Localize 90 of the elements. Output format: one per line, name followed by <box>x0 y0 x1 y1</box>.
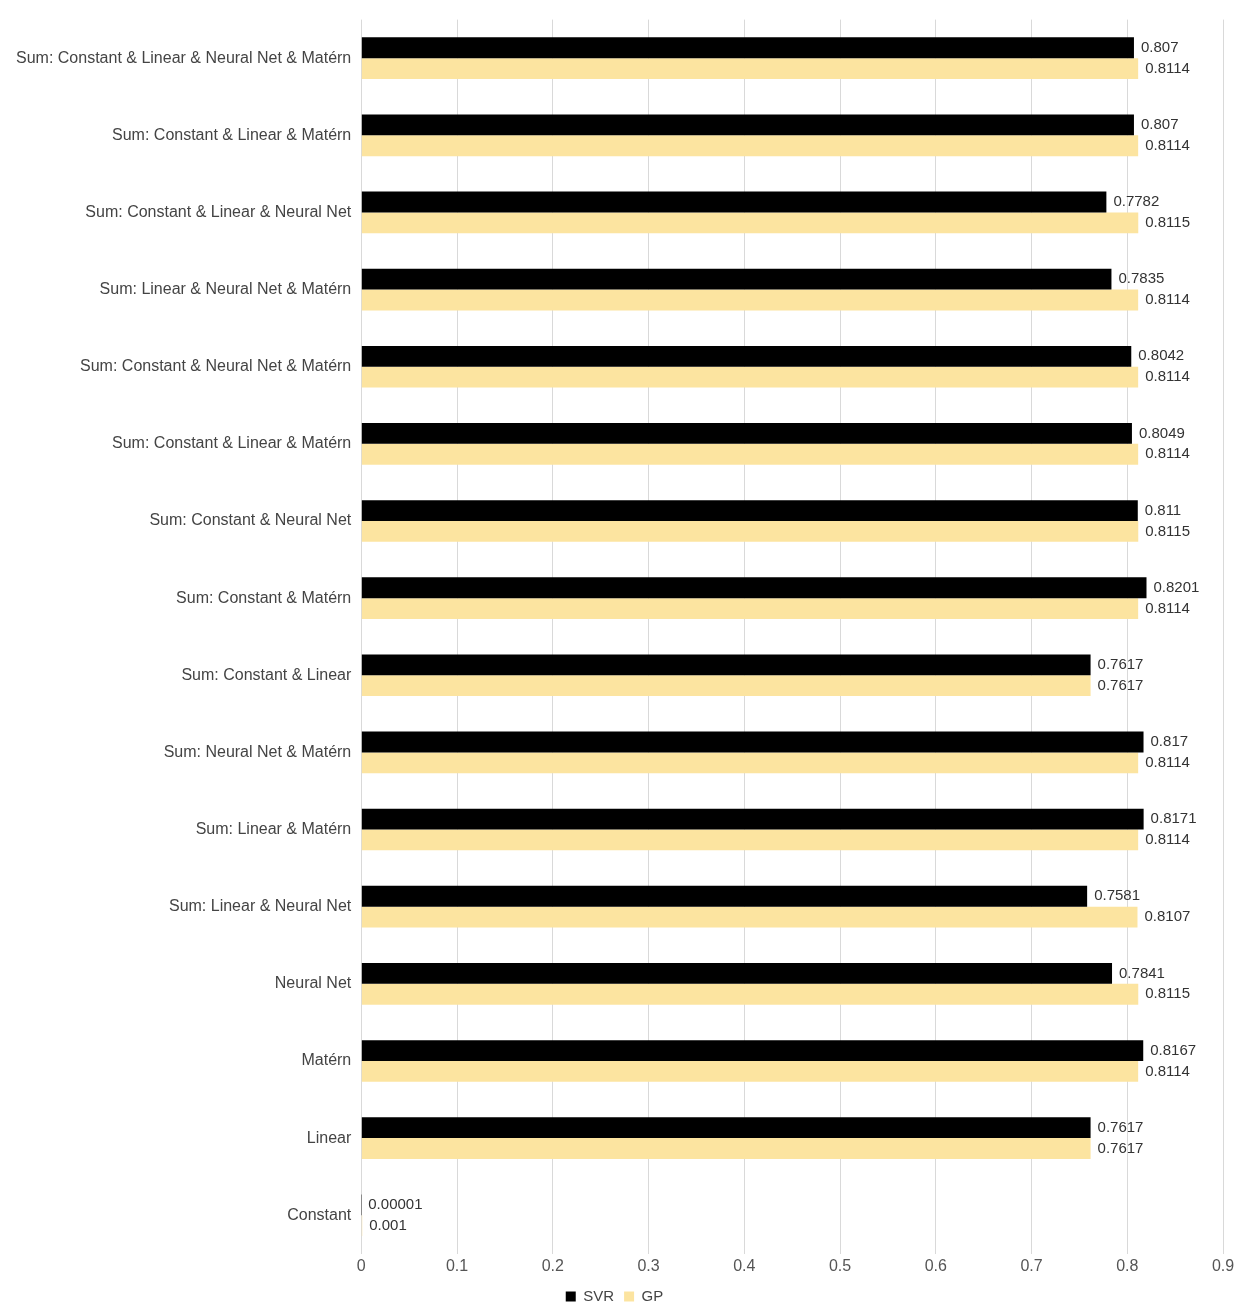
data-label: 0.7617 <box>1097 655 1144 672</box>
bar <box>361 37 1134 59</box>
data-label: 0.8114 <box>1145 752 1190 770</box>
data-label: 0.8115 <box>1145 521 1191 539</box>
y-tick-label: Sum: Linear & Neural Net <box>168 897 352 915</box>
bar <box>361 520 1139 542</box>
data-label: 0.7841 <box>1119 963 1165 981</box>
bar <box>361 1117 1091 1139</box>
x-tick-label: 0.2 <box>541 1256 564 1274</box>
x-tick-label: 0.3 <box>637 1256 660 1274</box>
bar <box>361 289 1139 311</box>
y-tick-label: Sum: Linear & Matérn <box>195 819 352 837</box>
x-tick-label: 0.8 <box>1116 1256 1139 1274</box>
y-tick-label: Matérn <box>301 1051 352 1069</box>
bar <box>361 808 1144 830</box>
data-label: 0.8167 <box>1150 1040 1197 1058</box>
data-label: 0.8114 <box>1145 367 1190 385</box>
data-label: 0.8114 <box>1145 830 1190 848</box>
data-label: 0.7782 <box>1113 192 1160 210</box>
y-tick-label: Sum: Constant & Neural Net & Matérn <box>80 357 352 375</box>
bar <box>361 983 1139 1005</box>
data-label: 0.7581 <box>1094 886 1141 904</box>
x-tick-label: 0.7 <box>1020 1256 1043 1274</box>
data-label: 0.8115 <box>1145 984 1191 1002</box>
bar <box>361 1138 1091 1159</box>
data-label: 0.8114 <box>1145 135 1190 153</box>
y-tick-label: Linear <box>306 1128 352 1146</box>
bar <box>361 1060 1139 1082</box>
legend-label: SVR <box>583 1286 615 1304</box>
y-tick-label: Neural Net <box>274 974 352 992</box>
y-tick-label: Sum: Constant & Linear & Matérn <box>112 125 352 143</box>
data-label: 0.807 <box>1140 115 1179 133</box>
data-label: 0.8201 <box>1153 577 1200 595</box>
data-label: 0.8114 <box>1145 290 1190 308</box>
x-tick-label: 0 <box>356 1256 366 1274</box>
data-label: 0.8114 <box>1145 444 1190 462</box>
bar <box>361 135 1139 157</box>
data-label: 0.7835 <box>1118 269 1165 287</box>
bar <box>361 654 1091 676</box>
bar <box>361 500 1138 521</box>
bar <box>361 906 1138 928</box>
x-tick-label: 0.5 <box>828 1256 852 1274</box>
data-label: 0.8171 <box>1150 809 1197 827</box>
y-tick-label: Sum: Constant & Neural Net <box>149 511 352 529</box>
data-label: 0.7617 <box>1097 1138 1144 1156</box>
bar <box>361 423 1132 444</box>
y-tick-label: Sum: Neural Net & Matérn <box>163 742 352 760</box>
y-tick-label: Sum: Constant & Linear & Neural Net & Matérn <box>16 48 352 66</box>
data-label: 0.811 <box>1144 500 1182 518</box>
data-label: 0.8114 <box>1145 598 1190 616</box>
bar <box>361 345 1132 367</box>
data-label: 0.8115 <box>1145 213 1191 230</box>
bar <box>361 191 1107 213</box>
x-tick-label: 0.1 <box>445 1256 469 1274</box>
bar <box>361 598 1139 619</box>
bar <box>361 577 1147 599</box>
data-label: 0.00001 <box>368 1194 423 1212</box>
bar <box>361 443 1139 465</box>
data-label: 0.807 <box>1140 37 1179 55</box>
x-tick-label: 0.4 <box>733 1256 756 1274</box>
data-label: 0.8114 <box>1145 58 1190 76</box>
x-tick-label: 0.6 <box>924 1256 947 1274</box>
y-tick-label: Sum: Constant & Linear & Matérn <box>112 434 352 452</box>
bar <box>361 829 1139 851</box>
bar <box>361 268 1112 290</box>
data-label: 0.7617 <box>1097 675 1144 693</box>
y-tick-label: Sum: Constant & Matérn <box>176 588 352 606</box>
bar <box>361 885 1088 907</box>
bar <box>361 675 1091 697</box>
y-tick-label: Constant <box>287 1205 352 1223</box>
x-tick-label: 0.9 <box>1211 1256 1235 1274</box>
data-label: 0.8114 <box>1145 1061 1190 1079</box>
bar <box>361 962 1113 984</box>
data-label: 0.817 <box>1150 732 1189 750</box>
data-label: 0.7617 <box>1097 1117 1144 1135</box>
y-tick-label: Sum: Constant & Linear & Neural Net <box>85 202 352 220</box>
bar <box>361 58 1139 79</box>
bar <box>361 114 1134 136</box>
bar <box>361 752 1139 774</box>
y-tick-label: Sum: Constant & Linear <box>181 665 352 683</box>
bar <box>361 1040 1144 1061</box>
data-label: 0.8042 <box>1138 346 1185 364</box>
data-label: 0.8107 <box>1144 907 1191 925</box>
data-label: 0.8049 <box>1138 423 1185 441</box>
bar <box>361 212 1139 234</box>
y-tick-label: Sum: Linear & Neural Net & Matérn <box>99 279 352 297</box>
data-label: 0.001 <box>369 1215 407 1233</box>
bar <box>361 731 1144 753</box>
bar <box>361 366 1139 388</box>
legend-label: GP <box>641 1286 664 1304</box>
